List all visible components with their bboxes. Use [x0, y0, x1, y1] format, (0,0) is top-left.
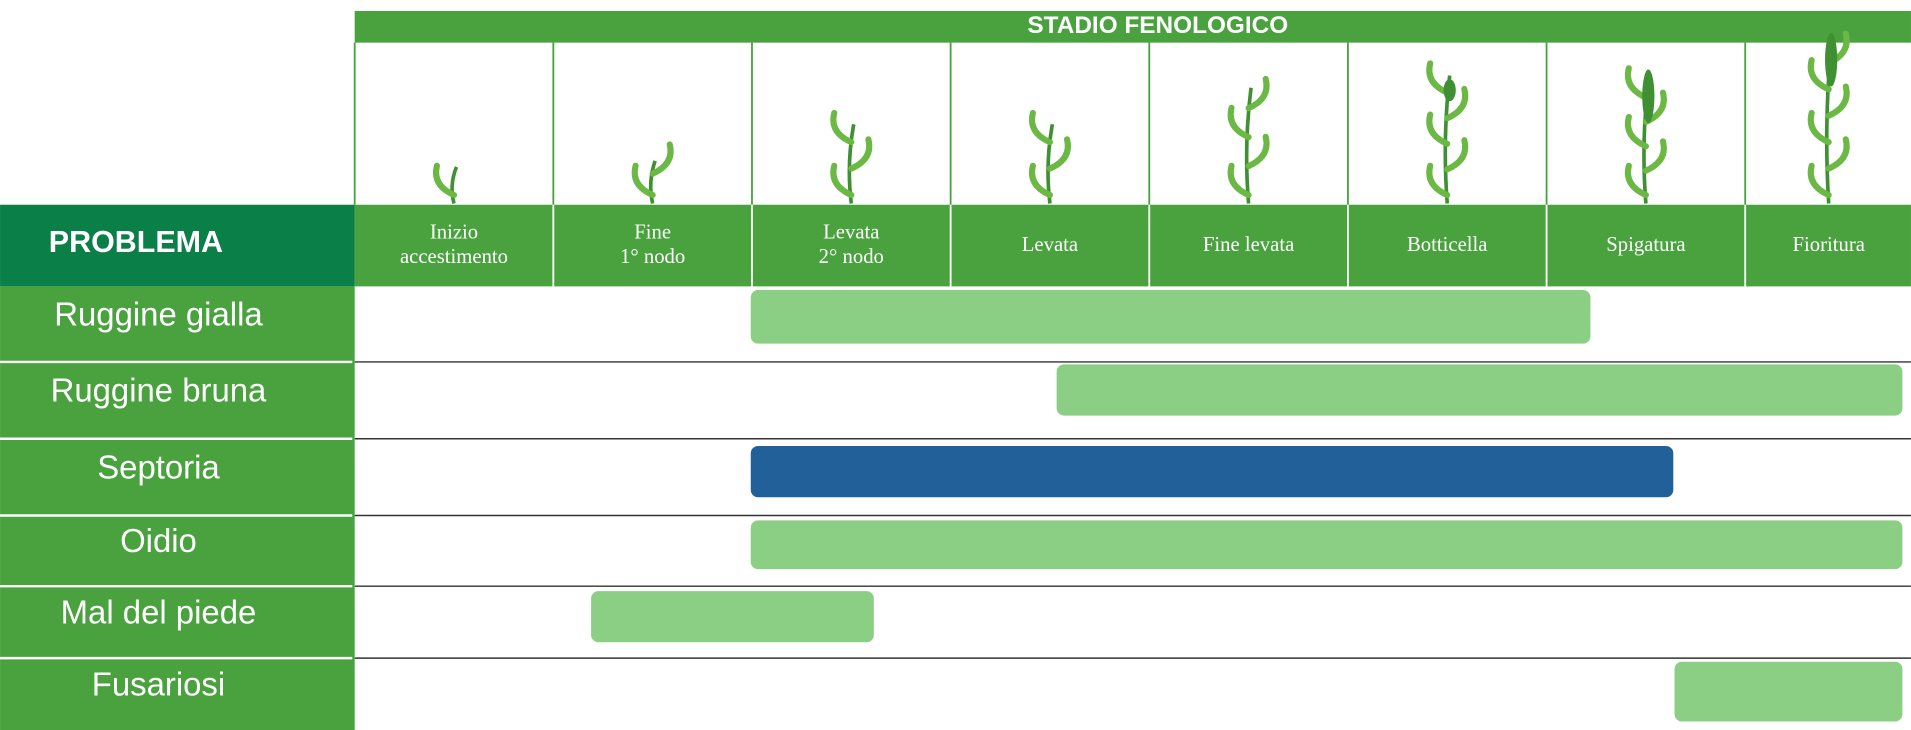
plant-stem	[648, 160, 657, 204]
plant-leaf	[649, 141, 674, 177]
problem-cell	[0, 286, 355, 362]
problem-cell	[0, 438, 355, 516]
stage-label: Levata	[1022, 234, 1078, 256]
plant-stem	[450, 166, 459, 204]
plant-leaf	[433, 162, 458, 199]
stage-label: accestimento	[400, 246, 508, 268]
problem-cell	[0, 586, 355, 659]
plant-ear	[1825, 32, 1838, 87]
plant-leaf	[1825, 83, 1850, 119]
stage-label: 2° nodo	[819, 246, 884, 268]
plant-leaf	[1029, 162, 1053, 199]
plant-leaf	[1807, 109, 1832, 146]
stage-label: Botticella	[1407, 234, 1488, 256]
plant-leaf	[1642, 138, 1667, 174]
plant-leaf	[1624, 113, 1649, 150]
problem-label: Ruggine bruna	[51, 372, 267, 409]
problem-cell	[0, 361, 355, 439]
plant-icon	[1426, 60, 1469, 204]
plant-icon	[1227, 75, 1270, 204]
plant-leaf	[1444, 85, 1469, 122]
plant-leaf	[1227, 104, 1252, 141]
bar	[750, 290, 1591, 344]
plant-leaf	[830, 109, 855, 146]
stage-label: Fioritura	[1792, 234, 1864, 256]
problem-label: Fusariosi	[92, 665, 225, 702]
bars	[591, 290, 1903, 722]
problem-label: Mal del piede	[61, 594, 257, 631]
plant-icon	[1624, 65, 1667, 204]
bar	[750, 446, 1674, 498]
plant-icon	[631, 141, 674, 204]
plant-leaf	[848, 136, 873, 172]
plant-leaf	[1807, 57, 1832, 93]
plant-ear	[1443, 79, 1456, 102]
header-title: STADIO FENOLOGICO	[1027, 12, 1288, 39]
plant-icon	[830, 109, 873, 204]
bar	[1674, 661, 1903, 722]
plant-leaf	[1245, 133, 1270, 170]
problem-label: Septoria	[97, 448, 220, 485]
plant-leaf	[1227, 162, 1252, 199]
plant-leaf	[1426, 111, 1451, 147]
plant-icon	[433, 162, 459, 204]
plant-leaf	[1426, 162, 1451, 199]
rows: Ruggine gialla Ruggine bruna Septoria Oidio…	[0, 286, 1911, 730]
stage-label: Spigatura	[1606, 234, 1685, 256]
plant-leaf	[830, 162, 855, 199]
plant-leaf	[1245, 75, 1270, 112]
bar	[1056, 364, 1903, 416]
plant-leaf	[1029, 109, 1053, 146]
problem-label: Ruggine gialla	[54, 296, 263, 333]
plant-icon	[1029, 109, 1071, 204]
plant-leaf	[1046, 136, 1071, 172]
stage-band	[354, 204, 1911, 287]
problem-cell	[0, 658, 355, 730]
plant-leaf	[1624, 162, 1649, 199]
problem-cell	[0, 515, 355, 587]
plant-leaf	[631, 162, 656, 199]
row-header-cell	[0, 204, 355, 287]
plant-icon	[1807, 30, 1850, 204]
row-header: PROBLEMA	[49, 225, 223, 259]
bar	[750, 520, 1903, 570]
stage-label: Levata	[823, 222, 879, 244]
problem-label: Oidio	[120, 522, 197, 559]
stage-label: Fine levata	[1203, 234, 1294, 256]
plant-leaf	[1444, 137, 1469, 173]
stage-label: Fine	[634, 222, 671, 244]
header-band	[354, 10, 1911, 43]
plant-leaf	[1825, 136, 1850, 172]
bar	[591, 591, 874, 643]
stage-label: 1° nodo	[620, 246, 685, 268]
plant-leaf	[1807, 162, 1832, 199]
stage-label: Inizio	[430, 222, 478, 244]
plant-ear	[1642, 69, 1655, 124]
